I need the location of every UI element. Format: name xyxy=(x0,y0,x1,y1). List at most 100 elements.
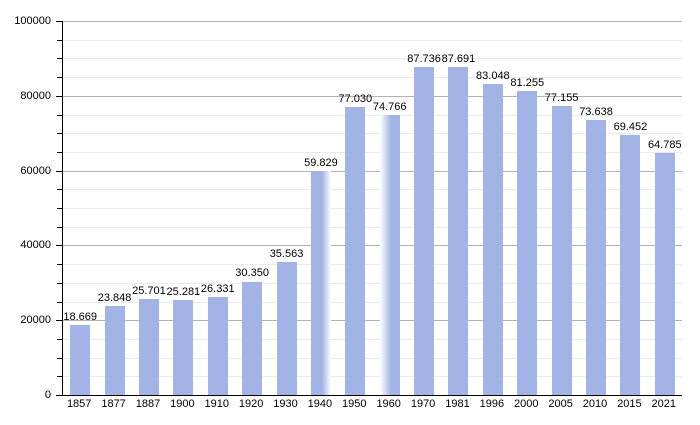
bar-1970 xyxy=(414,66,435,395)
minor-gridline xyxy=(63,114,682,116)
bar-value-label: 74.766 xyxy=(372,101,407,114)
bar-1900 xyxy=(173,300,194,395)
bar-2015 xyxy=(620,135,641,395)
minor-gridline xyxy=(63,264,682,266)
y-axis-label: 100000 xyxy=(14,15,51,27)
y-axis-tick xyxy=(57,114,62,116)
bar-2005 xyxy=(551,106,572,395)
bar-value-label: 30.350 xyxy=(235,267,269,280)
y-axis-label: 40000 xyxy=(20,239,51,252)
bar-value-label: 73.638 xyxy=(579,105,613,118)
y-axis-tick xyxy=(57,208,62,209)
bar-1950 xyxy=(345,106,366,395)
minor-gridline xyxy=(63,208,682,209)
x-axis-label: 1970 xyxy=(410,398,436,410)
x-axis-label: 1960 xyxy=(376,398,401,410)
y-axis-label: 20000 xyxy=(20,314,51,327)
x-axis-label: 2000 xyxy=(514,398,539,410)
major-gridline xyxy=(63,21,682,22)
plot-area: 18.669 23.848 25.701 25.281 26.331 30.350 35.5… xyxy=(62,21,682,396)
major-gridline xyxy=(63,170,682,172)
bar-1920 xyxy=(242,281,263,395)
bar-1960 xyxy=(379,115,400,395)
minor-gridline xyxy=(63,133,682,135)
major-gridline xyxy=(63,245,682,247)
minor-gridline xyxy=(63,338,682,340)
y-axis-tick xyxy=(57,189,62,191)
x-axis-label: 2021 xyxy=(651,398,677,410)
bar-value-label: 83.048 xyxy=(476,70,510,83)
bar-1940 xyxy=(310,171,331,395)
bar-1887 xyxy=(138,298,159,395)
x-axis-label: 2015 xyxy=(617,398,642,410)
y-axis-tick xyxy=(57,133,62,135)
major-gridline xyxy=(63,95,682,97)
minor-gridline xyxy=(63,282,682,284)
bar-1857 xyxy=(70,325,91,395)
y-axis-tick xyxy=(56,245,62,247)
y-axis-tick xyxy=(56,320,62,322)
bar-2000 xyxy=(517,91,538,395)
minor-gridline xyxy=(63,77,682,79)
x-axis-label: 2005 xyxy=(548,398,573,410)
y-axis-tick xyxy=(56,95,62,97)
y-axis-tick xyxy=(57,376,62,378)
y-axis-tick xyxy=(57,58,62,60)
x-axis-label: 1887 xyxy=(135,398,161,410)
bar-value-label: 25.281 xyxy=(166,286,201,299)
x-axis-label: 1910 xyxy=(204,398,229,410)
bar-value-label: 87.691 xyxy=(441,53,476,66)
y-axis-tick xyxy=(57,357,62,359)
y-axis-tick xyxy=(57,338,62,340)
y-axis-label: 60000 xyxy=(20,164,51,177)
bar-1996 xyxy=(482,84,503,395)
x-axis-label: 1950 xyxy=(342,398,367,410)
x-axis-label: 1930 xyxy=(273,398,298,410)
x-axis-label: 2010 xyxy=(582,398,608,410)
x-axis-label: 1996 xyxy=(479,398,505,410)
bar-value-label: 87.736 xyxy=(407,52,441,65)
bar-value-label: 77.030 xyxy=(338,92,373,105)
bar-value-label: 23.848 xyxy=(97,291,132,304)
bar-2021 xyxy=(654,152,675,395)
bar-value-label: 59.829 xyxy=(304,157,338,170)
y-axis-tick xyxy=(57,301,62,303)
minor-gridline xyxy=(63,58,682,60)
y-axis-tick xyxy=(57,264,62,266)
x-axis-label: 1981 xyxy=(445,398,470,410)
x-axis-label: 1920 xyxy=(238,398,264,410)
minor-gridline xyxy=(63,226,682,228)
minor-gridline xyxy=(63,189,682,191)
minor-gridline xyxy=(63,376,682,378)
y-axis-tick xyxy=(57,151,62,153)
y-axis-label: 0 xyxy=(44,389,51,401)
y-axis-tick xyxy=(57,77,62,79)
bar-1981 xyxy=(448,67,469,395)
minor-gridline xyxy=(63,151,682,153)
y-axis-tick xyxy=(57,226,62,228)
minor-gridline xyxy=(63,39,682,41)
x-axis-label: 1877 xyxy=(101,398,126,410)
bar-value-label: 64.785 xyxy=(647,138,682,151)
y-axis-tick xyxy=(56,21,62,22)
bar-value-label: 25.701 xyxy=(132,284,166,297)
bar-1930 xyxy=(276,262,297,395)
bar-value-label: 69.452 xyxy=(613,121,648,134)
minor-gridline xyxy=(63,357,682,359)
y-axis-tick xyxy=(57,282,62,284)
bar-value-label: 18.669 xyxy=(63,311,98,324)
bar-value-label: 77.155 xyxy=(544,92,579,105)
bar-value-label: 81.255 xyxy=(510,77,545,90)
bar-value-label: 35.563 xyxy=(269,247,304,260)
y-axis-tick xyxy=(56,170,62,172)
major-gridline xyxy=(63,320,682,322)
bar-1877 xyxy=(104,305,125,395)
bar-value-label: 26.331 xyxy=(200,282,235,295)
y-axis-label: 80000 xyxy=(20,89,51,102)
y-axis-tick xyxy=(56,395,62,396)
bar-2010 xyxy=(586,119,607,395)
bar-1910 xyxy=(207,296,228,395)
y-axis-tick xyxy=(57,39,62,41)
minor-gridline xyxy=(63,301,682,303)
